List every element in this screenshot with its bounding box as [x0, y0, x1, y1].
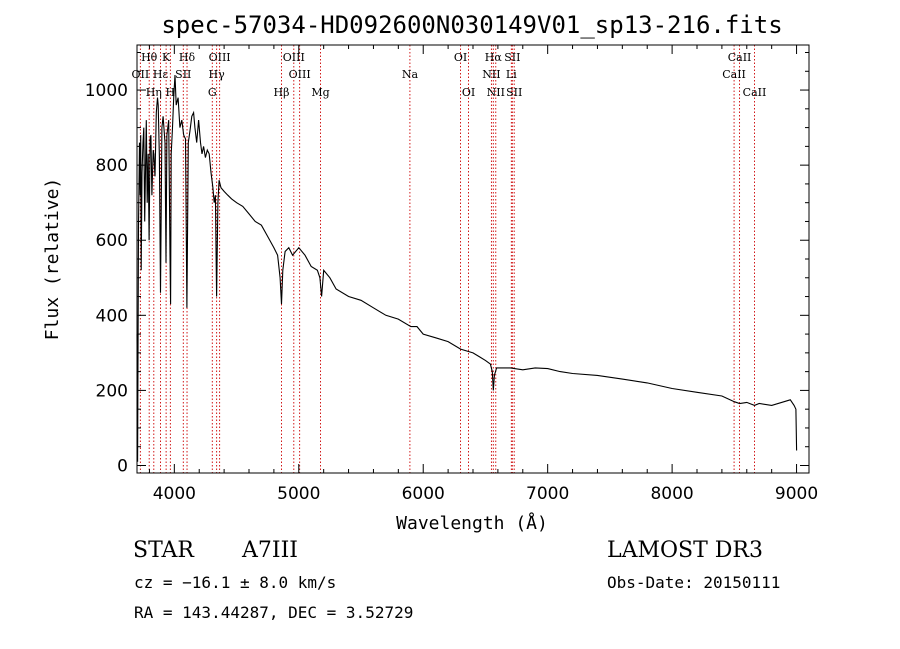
line-marker-label: SII	[175, 68, 191, 81]
line-marker-label: NII	[487, 86, 505, 99]
x-tick-label: 5000	[277, 484, 320, 504]
x-tick-label: 7000	[526, 484, 569, 504]
line-marker-label: Hδ	[179, 51, 196, 64]
line-marker-label: OII	[132, 68, 150, 81]
x-tick-label: 8000	[650, 484, 693, 504]
line-marker-label: Hγ	[209, 68, 226, 81]
y-tick-label: 400	[96, 306, 128, 326]
line-marker-label: Hθ	[141, 51, 158, 64]
line-marker-label: OIII	[283, 51, 305, 64]
spectral-line-markers	[139, 45, 755, 473]
redshift-cz: cz = −16.1 ± 8.0 km/s	[134, 573, 337, 592]
object-type: STAR	[133, 538, 194, 563]
line-marker-label: SII	[506, 86, 522, 99]
line-marker-label: K	[162, 51, 171, 64]
line-marker-label: Hε	[153, 68, 169, 81]
line-marker-label: Mg	[311, 86, 329, 99]
line-marker-label: Hβ	[274, 86, 290, 99]
y-tick-label: 800	[96, 156, 128, 176]
y-tick-label: 600	[96, 231, 128, 251]
observation-date: Obs-Date: 20150111	[607, 573, 781, 592]
x-tick-label: 6000	[402, 484, 445, 504]
spectrum-line	[136, 74, 798, 462]
line-marker-label: Hα	[485, 51, 503, 64]
line-marker-label: CaII	[743, 86, 767, 99]
ra-dec-coordinates: RA = 143.44287, DEC = 3.52729	[134, 603, 414, 622]
axis-tick-labels: 4000 5000 6000 7000 8000 9000 0 200 400 600 800 100…	[85, 81, 818, 504]
x-tick-label: 4000	[153, 484, 196, 504]
line-marker-label: G	[208, 86, 217, 99]
y-tick-label: 0	[117, 456, 128, 476]
line-marker-label: Li	[506, 68, 517, 81]
chart-title: spec-57034-HD092600N030149V01_sp13-216.f…	[161, 11, 782, 39]
line-marker-label: OIII	[209, 51, 231, 64]
line-marker-label: OIII	[289, 68, 311, 81]
axis-ticks	[137, 45, 809, 473]
x-axis-label: Wavelength (Å)	[396, 512, 548, 534]
line-marker-label: NII	[482, 68, 500, 81]
line-marker-label: SII	[504, 51, 520, 64]
y-axis-label: Flux (relative)	[42, 178, 63, 341]
line-marker-label: CaII	[722, 68, 746, 81]
x-tick-label: 9000	[775, 484, 818, 504]
line-marker-label: OI	[454, 51, 467, 64]
line-marker-label: Na	[402, 68, 419, 81]
plot-frame	[136, 44, 810, 474]
line-marker-label: OI	[462, 86, 475, 99]
line-marker-label: CaII	[728, 51, 752, 64]
line-marker-label: H	[166, 86, 176, 99]
survey-name: LAMOST DR3	[607, 538, 763, 563]
spectral-subclass: A7III	[242, 538, 298, 563]
y-tick-label: 1000	[85, 81, 128, 101]
y-tick-label: 200	[96, 381, 128, 401]
line-marker-label: Hη	[146, 86, 162, 99]
